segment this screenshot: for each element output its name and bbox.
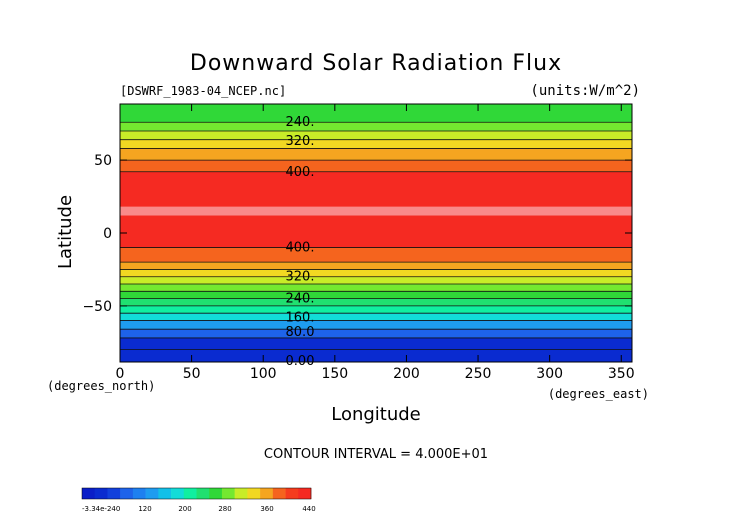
x-axis-ticks: 0 50 100 150 200 250 300 350 bbox=[116, 104, 635, 382]
colorbar-swatch-16 bbox=[285, 488, 299, 499]
band-12 bbox=[120, 215, 632, 248]
x-axis-label: Longitude bbox=[331, 404, 421, 425]
x-tick-label-0: 0 bbox=[116, 366, 125, 382]
x-tick-label-3: 150 bbox=[321, 366, 348, 382]
band-15 bbox=[120, 160, 632, 172]
x-tick-label-4: 200 bbox=[393, 366, 420, 382]
band-2 bbox=[120, 320, 632, 330]
colorbar-label-4: 360 bbox=[260, 505, 273, 513]
band-19 bbox=[120, 122, 632, 131]
band-13 bbox=[120, 206, 632, 216]
contour-label-6: 160. bbox=[286, 311, 315, 326]
contour-lines bbox=[120, 121, 632, 351]
band-3 bbox=[120, 313, 632, 321]
contour-interval-note: CONTOUR INTERVAL = 4.000E+01 bbox=[264, 447, 488, 462]
plot-area: 240.320.400.400.320.240.160.80.00.00 0 50… bbox=[82, 103, 635, 382]
band-14 bbox=[120, 171, 632, 207]
band-20 bbox=[120, 104, 632, 123]
colorbar-swatch-12 bbox=[234, 488, 248, 499]
y-axis-ticks: 50 0 −50 bbox=[82, 153, 632, 315]
band-10 bbox=[120, 262, 632, 270]
colorbar-swatch-17 bbox=[298, 488, 312, 499]
x-tick-label-7: 350 bbox=[608, 366, 635, 382]
band-16 bbox=[120, 148, 632, 161]
band-6 bbox=[120, 291, 632, 299]
band-5 bbox=[120, 298, 632, 306]
colorbar-label-1: 120 bbox=[138, 505, 151, 513]
colorbar-label-5: 440 bbox=[302, 505, 315, 513]
colorbar-label-3: 280 bbox=[218, 505, 231, 513]
colorbar-swatch-1 bbox=[94, 488, 108, 499]
contour-label-5: 240. bbox=[286, 292, 315, 307]
band-8 bbox=[120, 276, 632, 285]
chart-title: Downward Solar Radiation Flux bbox=[190, 51, 562, 76]
contour-labels: 240.320.400.400.320.240.160.80.00.00 bbox=[286, 115, 315, 369]
colorbar-swatch-10 bbox=[209, 488, 223, 499]
band-4 bbox=[120, 305, 632, 314]
colorbar-swatch-15 bbox=[272, 488, 286, 499]
colorbar-swatch-0 bbox=[82, 488, 96, 499]
colorbar-swatch-7 bbox=[171, 488, 185, 499]
contour-label-7: 80.0 bbox=[286, 325, 315, 340]
band-11 bbox=[120, 247, 632, 263]
colorbar-label-2: 200 bbox=[178, 505, 191, 513]
colorbar-frame bbox=[81, 487, 312, 500]
colorbar-swatch-3 bbox=[120, 488, 134, 499]
units-label: (units:W/m^2) bbox=[530, 83, 640, 99]
colorbar-swatch-6 bbox=[158, 488, 172, 499]
colorbar-swatch-2 bbox=[107, 488, 121, 499]
colorbar-swatch-14 bbox=[260, 488, 274, 499]
colorbar-label-0: -3.34e-240 bbox=[82, 505, 120, 513]
colorbar bbox=[81, 487, 312, 500]
colorbar-swatch-5 bbox=[145, 488, 159, 499]
band-18 bbox=[120, 130, 632, 140]
contour-label-0: 240. bbox=[286, 115, 315, 130]
contour-label-2: 400. bbox=[286, 165, 315, 180]
colorbar-swatch-11 bbox=[221, 488, 235, 499]
x-tick-label-5: 250 bbox=[465, 366, 492, 382]
band-17 bbox=[120, 139, 632, 149]
band-7 bbox=[120, 284, 632, 292]
band-1 bbox=[120, 329, 632, 338]
contour-label-3: 400. bbox=[286, 241, 315, 256]
x-unit-label: (degrees_east) bbox=[548, 387, 649, 401]
source-file-label: [DSWRF_1983-04_NCEP.nc] bbox=[120, 84, 286, 98]
colorbar-labels: -3.34e-240 120 200 280 360 440 bbox=[82, 505, 316, 513]
x-tick-label-2: 100 bbox=[250, 366, 277, 382]
y-axis-label: Latitude bbox=[55, 195, 76, 269]
contour-label-4: 320. bbox=[286, 270, 315, 285]
x-tick-label-1: 50 bbox=[183, 366, 201, 382]
colorbar-swatch-4 bbox=[132, 488, 146, 499]
colorbar-swatch-8 bbox=[183, 488, 197, 499]
x-tick-label-6: 300 bbox=[536, 366, 563, 382]
colorbar-swatch-9 bbox=[196, 488, 210, 499]
colorbar-swatch-13 bbox=[247, 488, 261, 499]
band-9 bbox=[120, 269, 632, 277]
contour-label-1: 320. bbox=[286, 134, 315, 149]
color-bands bbox=[120, 104, 632, 362]
y-tick-label-0: 50 bbox=[94, 153, 112, 169]
y-unit-label: (degrees_north) bbox=[47, 379, 155, 393]
y-tick-label-1: 0 bbox=[103, 226, 112, 242]
y-tick-label-2: −50 bbox=[82, 299, 112, 315]
